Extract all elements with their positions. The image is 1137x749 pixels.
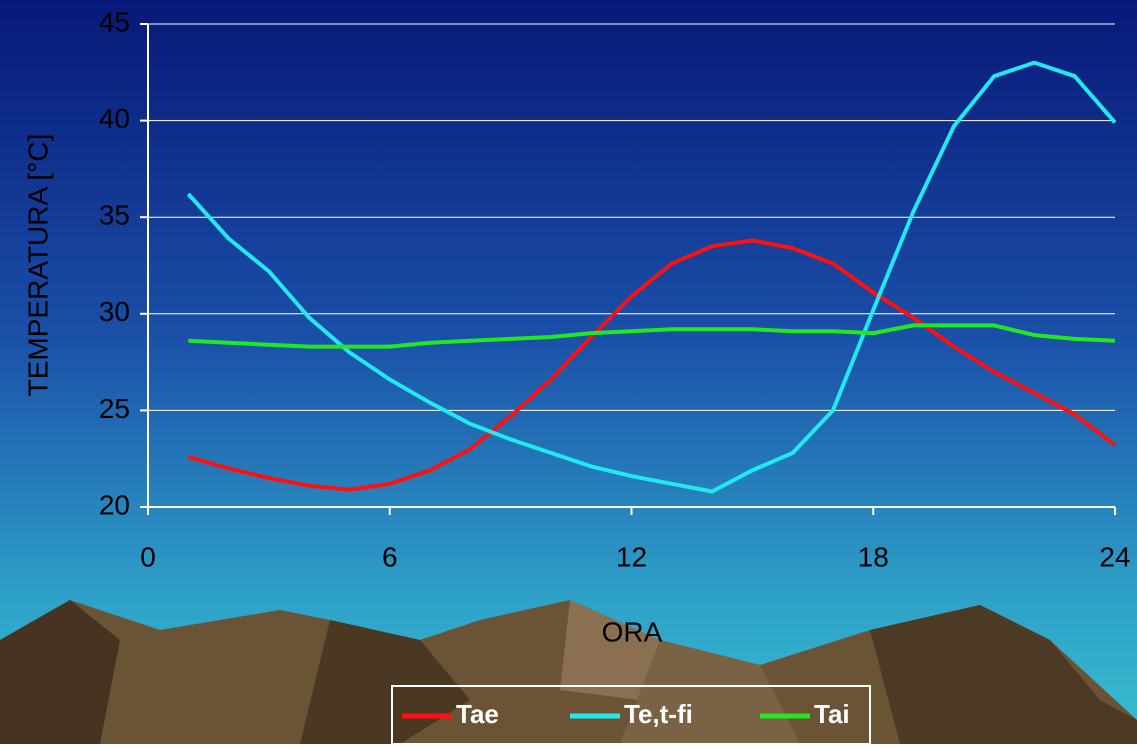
legend-label: Tae: [456, 699, 499, 729]
y-tick-label: 40: [99, 103, 130, 134]
x-tick-label: 6: [382, 541, 398, 572]
y-tick-label: 35: [99, 200, 130, 231]
series-line: [187, 238, 1117, 492]
y-tick-label: 25: [99, 393, 130, 424]
legend-label: Tai: [814, 699, 850, 729]
x-tick-label: 12: [616, 541, 647, 572]
legend-label: Te,t-fi: [624, 699, 693, 729]
y-tick-label: 45: [99, 6, 130, 37]
x-tick-label: 0: [140, 541, 156, 572]
y-tick-label: 20: [99, 489, 130, 520]
x-tick-label: 18: [858, 541, 889, 572]
x-tick-label: 24: [1099, 541, 1130, 572]
series-line: [188, 323, 1116, 349]
y-tick-label: 30: [99, 296, 130, 327]
y-axis-title: TEMPERATURA [°C]: [22, 134, 53, 397]
x-axis-title: ORA: [602, 616, 663, 647]
mountains: [0, 600, 1137, 744]
